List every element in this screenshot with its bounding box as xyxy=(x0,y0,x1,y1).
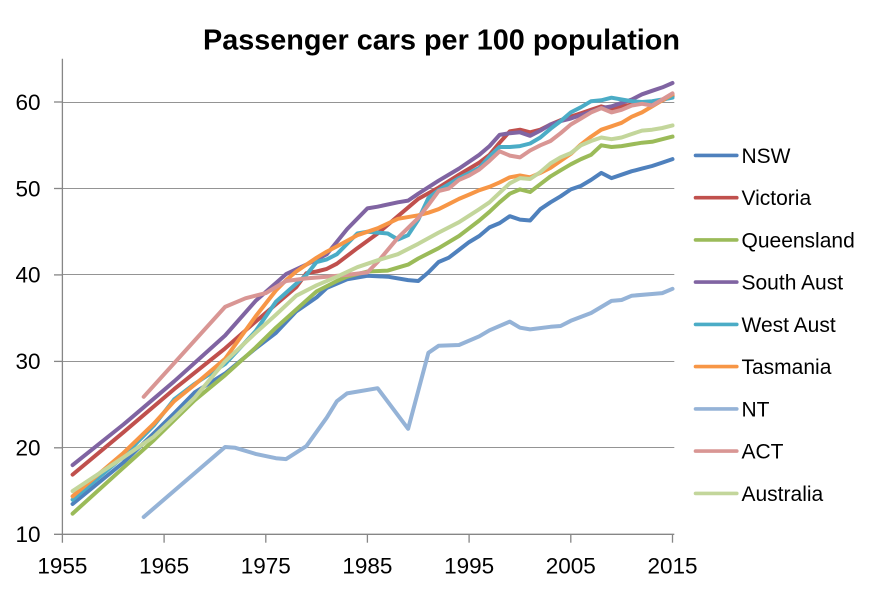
svg-text:Victoria: Victoria xyxy=(742,187,812,210)
svg-text:1965: 1965 xyxy=(139,554,189,579)
svg-text:NSW: NSW xyxy=(742,145,791,168)
svg-text:2005: 2005 xyxy=(546,554,596,579)
svg-text:1955: 1955 xyxy=(37,554,87,579)
svg-text:20: 20 xyxy=(15,436,40,461)
svg-text:NT: NT xyxy=(742,398,770,421)
svg-text:South Aust: South Aust xyxy=(742,272,844,295)
svg-text:1975: 1975 xyxy=(241,554,291,579)
svg-text:30: 30 xyxy=(15,349,40,374)
svg-text:1985: 1985 xyxy=(342,554,392,579)
svg-text:Australia: Australia xyxy=(742,483,824,506)
svg-text:Passenger cars per 100 populat: Passenger cars per 100 population xyxy=(203,25,680,57)
svg-text:40: 40 xyxy=(15,263,40,288)
svg-text:50: 50 xyxy=(15,176,40,201)
svg-text:1995: 1995 xyxy=(444,554,494,579)
svg-text:West Aust: West Aust xyxy=(742,314,836,337)
svg-text:2015: 2015 xyxy=(647,554,697,579)
svg-text:10: 10 xyxy=(15,522,40,547)
svg-text:ACT: ACT xyxy=(742,441,784,464)
svg-text:60: 60 xyxy=(15,90,40,115)
svg-text:Tasmania: Tasmania xyxy=(742,356,832,379)
svg-text:Queensland: Queensland xyxy=(742,229,855,252)
